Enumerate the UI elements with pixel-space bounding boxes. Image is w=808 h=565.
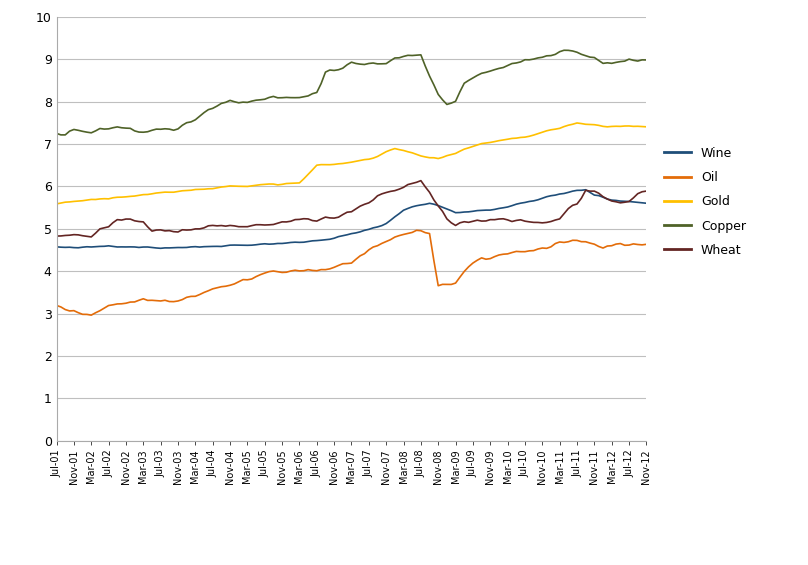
Legend: Wine, Oil, Gold, Copper, Wheat: Wine, Oil, Gold, Copper, Wheat xyxy=(659,142,751,262)
